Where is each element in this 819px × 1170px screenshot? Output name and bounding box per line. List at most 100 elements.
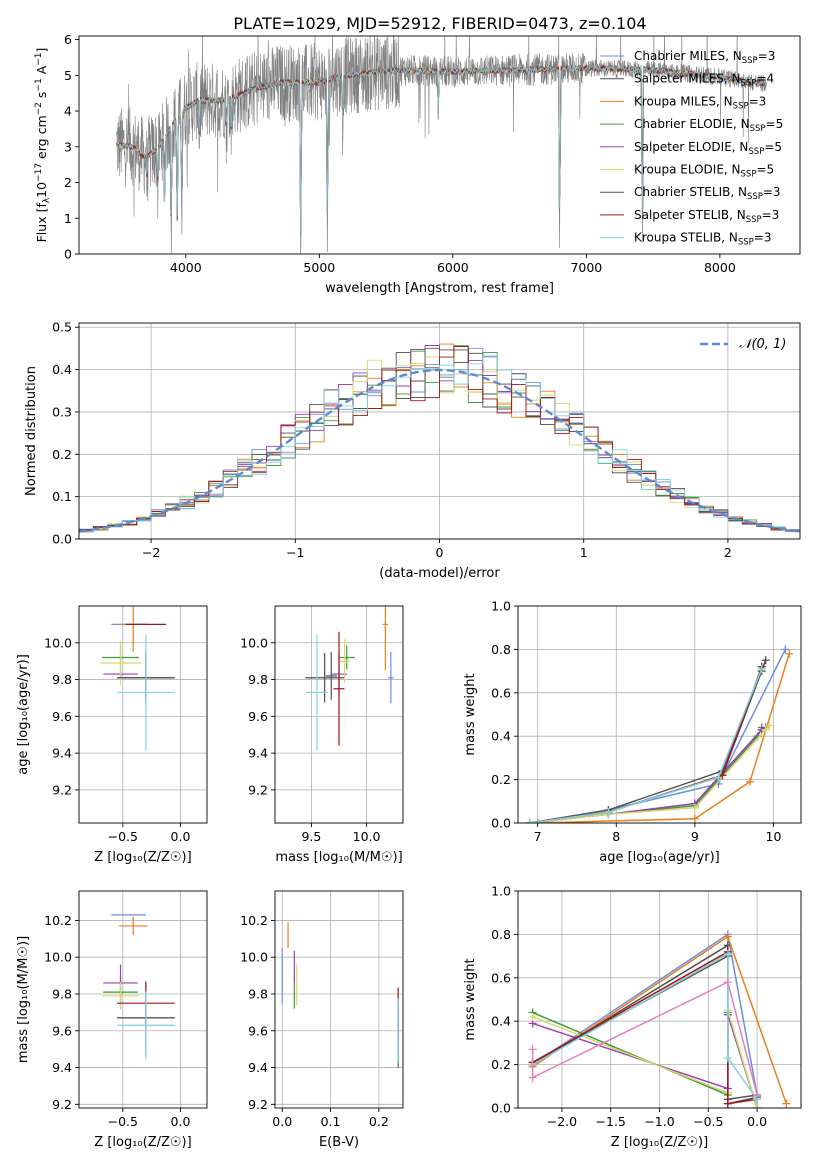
x-tick-label: 0.0 [747, 1114, 767, 1129]
axes-weight_vs_age: 7 8 9 10 0.0 0.2 0.4 0.6 0.8 1.0 age [log₁₀(age/yr… [463, 599, 802, 865]
axes-frame [78, 605, 208, 824]
weight-marker [533, 819, 542, 823]
y-tick-label: 9.8 [52, 986, 72, 1001]
y-tick-label: 9.4 [52, 746, 72, 761]
y-tick-label: 9.8 [52, 672, 72, 687]
legend-entry: Kroupa STELIB, NSSP=3 [634, 231, 772, 248]
x-axis-label: age [log₁₀(age/yr)] [599, 850, 720, 865]
axes-mass_vs_Z: −0.5 0.0 9.2 9.4 9.6 9.8 10.0 10.2 Z [log₁₀(Z/Z☉… [16, 890, 208, 1150]
errorbar-plot [102, 914, 175, 1060]
errorbar-point [325, 651, 337, 700]
y-tick-label: 0.2 [491, 1057, 511, 1072]
y-tick-label: 0.1 [52, 489, 72, 504]
y-axis-label: mass weight [463, 958, 478, 1040]
x-tick-label: −0.5 [693, 1114, 723, 1129]
y-tick-label: 5 [64, 68, 72, 83]
y-tick-label: 0.4 [491, 1014, 511, 1029]
weight-marker [525, 819, 534, 823]
y-tick-label: 0.8 [491, 927, 511, 942]
weight-marker [690, 814, 699, 823]
weight-marker [723, 932, 732, 941]
legend-entry: Chabrier ELODIE, NSSP=5 [634, 117, 783, 134]
y-tick-label: 2 [64, 175, 72, 190]
weight-marker [753, 1104, 762, 1108]
x-tick-label: −0.5 [108, 1114, 138, 1129]
axes-age_vs_Z: −0.5 0.0 9.2 9.4 9.6 9.8 10.0 Z [log₁₀(Z/Z☉)] ag… [16, 605, 208, 865]
y-tick-label: 9.8 [248, 986, 268, 1001]
x-tick-label: 9.5 [301, 829, 321, 844]
x-tick-label: 7 [534, 829, 542, 844]
axes-layer: 4000 5000 6000 7000 8000 0 1 2 3 4 5 6 wavelength [A… [16, 32, 802, 1150]
y-axis-label: mass [log₁₀(M/M☉)] [16, 936, 31, 1063]
weight-series [529, 726, 766, 823]
y-tick-label: 10.0 [240, 635, 268, 650]
y-tick-label: 1 [64, 211, 72, 226]
x-tick-label: 7000 [570, 260, 602, 275]
x-tick-label: 0.0 [171, 829, 191, 844]
y-tick-label: 1.0 [491, 884, 511, 899]
y-tick-label: 9.6 [52, 1023, 72, 1038]
y-tick-label: 9.4 [248, 1060, 268, 1075]
weight-marker [753, 1090, 762, 1099]
x-axis-label: Z [log₁₀(Z/Z☉)] [94, 1135, 191, 1150]
x-axis-label: E(B-V) [319, 1135, 359, 1150]
weight-marker [782, 1099, 791, 1108]
errorbar-point [338, 645, 355, 670]
legend-entry: Salpeter STELIB, NSSP=3 [634, 208, 779, 225]
x-tick-label: 0.0 [171, 1114, 191, 1129]
errorbar-point [333, 631, 345, 746]
errorbar-point [102, 982, 139, 1010]
y-tick-label: 9.8 [248, 672, 268, 687]
legend-entry: Kroupa ELODIE, NSSP=5 [634, 163, 774, 180]
y-tick-label: 9.6 [248, 709, 268, 724]
y-tick-label: 0.5 [52, 320, 72, 335]
weight-marker [690, 803, 699, 812]
x-tick-label: 0.2 [369, 1114, 389, 1129]
x-tick-label: 2 [724, 545, 732, 560]
weight-marker [723, 978, 732, 987]
weight-marker [757, 664, 766, 673]
y-tick-label: 10.2 [44, 913, 72, 928]
y-axis-label: Normed distribution [24, 366, 39, 496]
y-tick-label: 1.0 [491, 599, 511, 614]
x-tick-label: −1.0 [644, 1114, 674, 1129]
weight-marker [761, 725, 770, 734]
histogram-series [79, 346, 800, 535]
axes-weight_vs_Z: −2.0 −1.5 −1.0 −0.5 0.0 0.0 0.2 0.4 0.6 0.8 1.0 Z [… [463, 884, 802, 1150]
x-tick-label: −2 [142, 545, 160, 560]
y-tick-label: 0.6 [491, 685, 511, 700]
weight-plot [528, 930, 791, 1108]
errorbar-plot [100, 606, 175, 751]
figure-title: PLATE=1029, MJD=52912, FIBERID=0473, z=0… [233, 14, 646, 33]
legend-entry: Kroupa MILES, NSSP=3 [634, 94, 766, 111]
y-axis-label: Flux [fλ10−17 erg cm−2 s−1 A−1] [34, 48, 52, 243]
errorbar-point [117, 991, 175, 1060]
y-tick-label: 3 [64, 139, 72, 154]
x-tick-label: 10.0 [353, 829, 381, 844]
axes-mass_vs_EBV: 0.0 0.1 0.2 9.2 9.4 9.6 9.8 10.0 10.2 E(B-V) [240, 890, 404, 1150]
legend-entry: Salpeter ELODIE, NSSP=5 [634, 140, 782, 157]
x-tick-label: −2.0 [547, 1114, 577, 1129]
axes-residuals: −2 −1 0 1 2 0.0 0.1 0.2 0.3 0.4 0.5 (data-model)/er… [24, 320, 801, 581]
y-tick-label: 9.2 [52, 782, 72, 797]
legend-entry: Chabrier MILES, NSSP=3 [634, 49, 775, 66]
weight-series [532, 950, 758, 1105]
spectrum-data-line [116, 36, 767, 254]
axes-frame [78, 890, 208, 1109]
axes-frame [274, 890, 404, 1109]
weight-marker [604, 808, 613, 817]
weight-marker [723, 1099, 732, 1108]
y-tick-label: 0.0 [491, 1101, 511, 1116]
y-axis-label: mass weight [463, 673, 478, 755]
weight-plot [525, 645, 794, 823]
x-axis-label: mass [log₁₀(M/M☉)] [275, 850, 402, 865]
errorbar-point [305, 652, 344, 703]
y-tick-label: 0.4 [52, 362, 72, 377]
weight-marker [528, 1073, 537, 1082]
x-tick-label: 5000 [303, 260, 335, 275]
y-tick-label: 9.4 [52, 1060, 72, 1075]
x-tick-label: 0.1 [321, 1114, 341, 1129]
weight-series [537, 653, 790, 823]
errorbar-point [388, 651, 394, 704]
